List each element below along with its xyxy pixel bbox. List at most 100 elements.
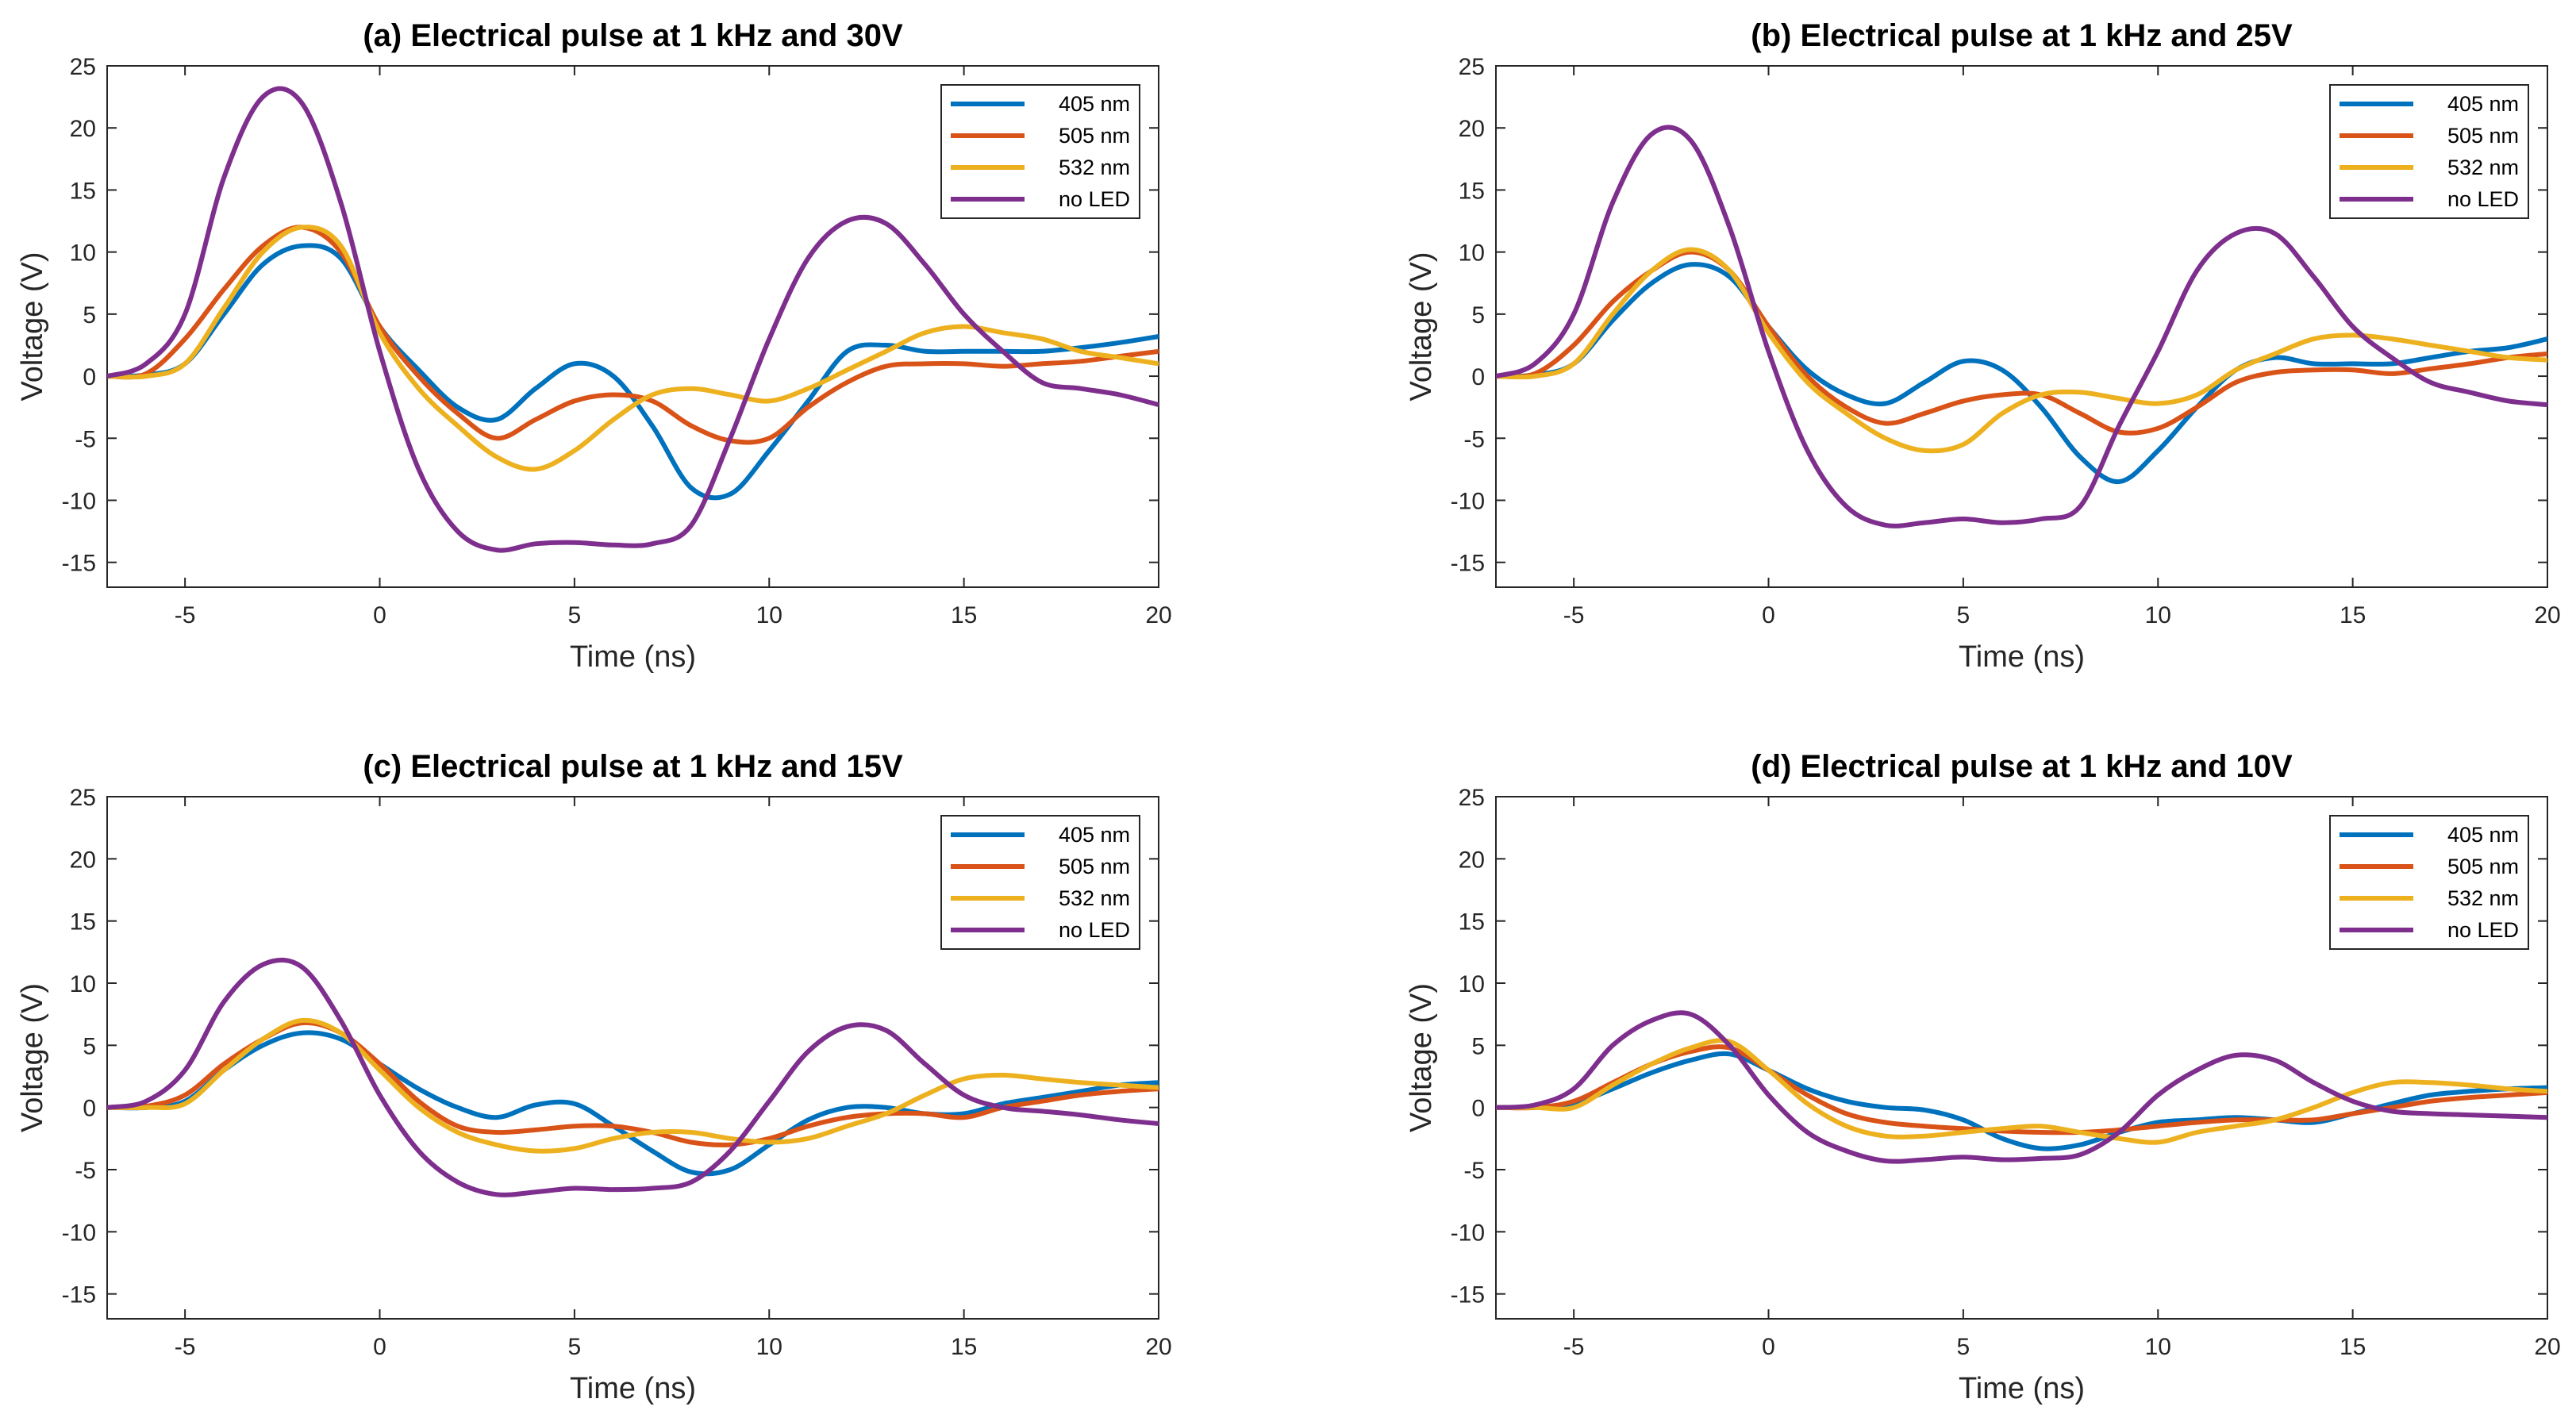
legend-label: no LED <box>1059 918 1130 942</box>
legend: 405 nm 505 nm 532 nm no LED <box>2329 815 2529 950</box>
y-tick-label: 5 <box>83 302 96 329</box>
y-tick-label: 0 <box>1471 364 1485 390</box>
x-tick-label: -5 <box>175 1334 196 1360</box>
legend: 405 nm 505 nm 532 nm no LED <box>2329 84 2529 219</box>
x-tick-label: 20 <box>1145 1334 1171 1360</box>
y-tick-label: 15 <box>1459 909 1485 936</box>
x-tick-label: 15 <box>2340 602 2366 628</box>
chart-title: (d) Electrical pulse at 1 kHz and 10V <box>1751 749 2293 784</box>
y-tick-label: 10 <box>1459 971 1485 997</box>
series-group <box>107 86 1159 553</box>
x-tick-label: 15 <box>951 1334 977 1360</box>
x-tick-label: 10 <box>756 1334 782 1360</box>
legend-label: no LED <box>2447 187 2519 211</box>
y-axis-label: Voltage (V) <box>16 252 49 402</box>
y-tick-label: 15 <box>70 178 96 204</box>
y-tick-label: -10 <box>62 1220 96 1246</box>
y-tick-label: 15 <box>1459 178 1485 204</box>
x-tick-label: 10 <box>2145 1334 2171 1360</box>
y-tick-label: -10 <box>1451 489 1485 515</box>
x-axis-label: Time (ns) <box>1959 1372 2085 1405</box>
series-line-no-led <box>107 86 1159 553</box>
y-tick-label: -15 <box>62 551 96 577</box>
legend: 405 nm 505 nm 532 nm no LED <box>940 84 1140 219</box>
series-line-405-nm <box>1496 262 2547 484</box>
legend-label: 505 nm <box>1059 855 1130 878</box>
legend-label: no LED <box>2447 918 2519 942</box>
chart-title: (a) Electrical pulse at 1 kHz and 30V <box>363 18 903 53</box>
y-axis-label: Voltage (V) <box>1405 252 1438 402</box>
y-tick-label: 25 <box>1459 54 1485 80</box>
y-tick-label: 5 <box>83 1033 96 1059</box>
legend: 405 nm 505 nm 532 nm no LED <box>940 815 1140 950</box>
y-tick-label: 20 <box>1459 847 1485 873</box>
series-line-532-nm <box>1496 1038 2547 1145</box>
legend-box <box>2329 815 2529 950</box>
y-axis-label: Voltage (V) <box>1405 983 1438 1132</box>
y-tick-label: -15 <box>62 1282 96 1308</box>
series-line-405-nm <box>107 243 1159 501</box>
x-tick-label: 0 <box>373 602 386 628</box>
y-tick-label: 20 <box>1459 116 1485 142</box>
y-tick-label: -10 <box>62 489 96 515</box>
y-tick-label: 15 <box>70 909 96 936</box>
y-tick-label: 20 <box>70 847 96 873</box>
legend-box <box>2329 84 2529 219</box>
chart-panel-3: -5 0 5 10 15 20 -15 -10 -5 0 5 10 15 20 25 (d) Electric… <box>1405 749 2561 1405</box>
y-tick-label: -15 <box>1451 551 1485 577</box>
legend-label: 405 nm <box>2447 92 2519 116</box>
series-line-532-nm <box>1496 247 2547 454</box>
series-line-no-led <box>107 957 1159 1197</box>
legend-label: no LED <box>1059 187 1130 211</box>
y-tick-label: -5 <box>1463 1158 1485 1184</box>
chart-panel-2: -5 0 5 10 15 20 -15 -10 -5 0 5 10 15 20 25 (c) Electric… <box>16 749 1172 1405</box>
legend-label: 405 nm <box>1059 92 1130 116</box>
y-tick-label: 10 <box>70 240 96 267</box>
series-line-no-led <box>1496 125 2547 528</box>
x-tick-label: 10 <box>2145 602 2171 628</box>
y-tick-label: -5 <box>75 1158 96 1184</box>
x-tick-label: 20 <box>2534 1334 2560 1360</box>
legend-label: 532 nm <box>1059 886 1130 910</box>
series-line-405-nm <box>107 1030 1159 1177</box>
chart-panel-1: -5 0 5 10 15 20 -15 -10 -5 0 5 10 15 20 25 (b) Electric… <box>1405 18 2561 674</box>
legend-label: 505 nm <box>2447 124 2519 148</box>
y-tick-label: 10 <box>1459 240 1485 267</box>
x-tick-label: 5 <box>1957 1334 1970 1360</box>
y-axis-label: Voltage (V) <box>16 983 49 1132</box>
y-tick-label: 25 <box>70 785 96 811</box>
legend-label: 405 nm <box>1059 823 1130 847</box>
x-tick-label: 15 <box>951 602 977 628</box>
series-group <box>1496 125 2547 528</box>
x-tick-label: -5 <box>1563 602 1585 628</box>
x-tick-label: 20 <box>2534 602 2560 628</box>
x-tick-label: 15 <box>2340 1334 2366 1360</box>
y-tick-label: 10 <box>70 971 96 997</box>
y-tick-label: -10 <box>1451 1220 1485 1246</box>
y-tick-label: -5 <box>75 426 96 452</box>
x-tick-label: 10 <box>756 602 782 628</box>
x-tick-label: -5 <box>175 602 196 628</box>
y-tick-label: 0 <box>83 1096 96 1122</box>
x-tick-label: 0 <box>1762 602 1775 628</box>
x-tick-label: 20 <box>1145 602 1171 628</box>
series-line-505-nm <box>107 225 1159 445</box>
series-group <box>107 957 1159 1197</box>
legend-label: 505 nm <box>1059 124 1130 148</box>
y-tick-label: 25 <box>1459 785 1485 811</box>
legend-label: 405 nm <box>2447 823 2519 847</box>
legend-box <box>940 815 1140 950</box>
x-tick-label: 5 <box>568 1334 582 1360</box>
legend-label: 505 nm <box>2447 855 2519 878</box>
y-tick-label: 0 <box>83 364 96 390</box>
legend-label: 532 nm <box>1059 156 1130 179</box>
x-axis-label: Time (ns) <box>1959 640 2085 674</box>
y-tick-label: 5 <box>1471 302 1485 329</box>
legend-label: 532 nm <box>2447 886 2519 910</box>
x-tick-label: 5 <box>1957 602 1970 628</box>
x-axis-label: Time (ns) <box>570 1372 696 1405</box>
y-tick-label: 0 <box>1471 1096 1485 1122</box>
chart-title: (b) Electrical pulse at 1 kHz and 25V <box>1751 18 2293 53</box>
legend-box <box>940 84 1140 219</box>
